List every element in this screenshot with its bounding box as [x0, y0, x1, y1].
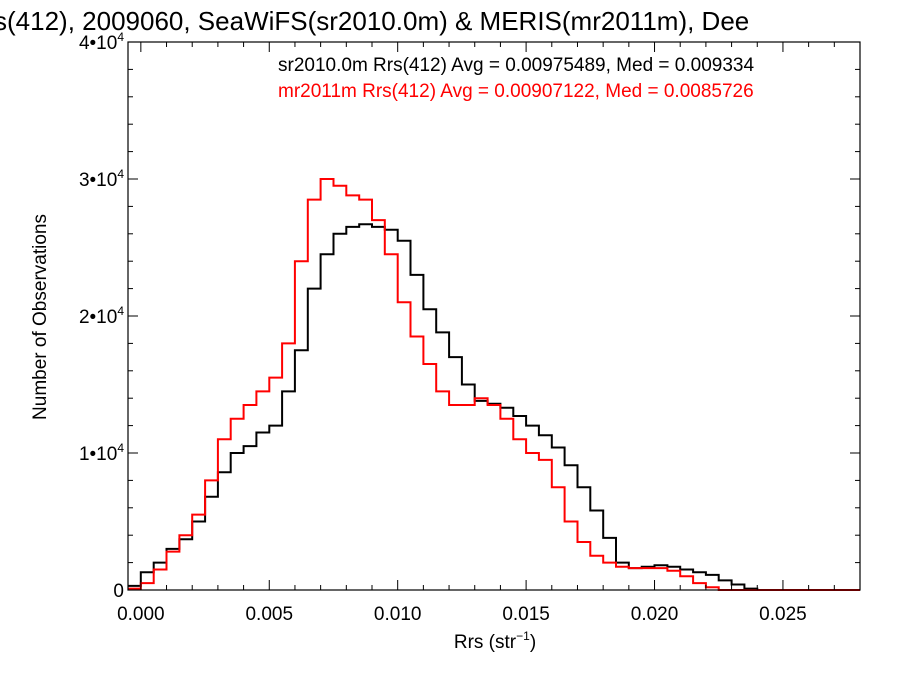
x-tick-label: 0.020	[631, 604, 679, 625]
chart-title: s(412), 2009060, SeaWiFS(sr2010.0m) & ME…	[0, 6, 749, 36]
plot-frame	[127, 41, 861, 591]
y-tick-label: 1•104	[79, 441, 124, 465]
plot-area: 0.000 0.005 0.010 0.015 0.020 0.025 0 1•104 2•10…	[79, 30, 861, 625]
x-tick-label: 0.025	[759, 604, 807, 625]
x-tick-label: 0.005	[245, 604, 293, 625]
y-tick-label: 4•104	[79, 30, 124, 54]
y-axis-label: Number of Observations	[30, 214, 51, 420]
x-axis-label: Rrs (str−1)	[454, 629, 536, 653]
x-tick-label: 0.000	[117, 604, 165, 625]
y-tick-label: 3•104	[79, 167, 124, 191]
series-line-1	[128, 223, 860, 591]
y-tick-label: 0	[113, 581, 124, 602]
x-tick-label: 0.010	[374, 604, 422, 625]
series-line-2	[128, 178, 860, 591]
x-tick-label: 0.015	[502, 604, 550, 625]
annotation-sr2010: sr2010.0m Rrs(412) Avg = 0.00975489, Med…	[278, 55, 754, 76]
y-tick-label: 2•104	[79, 304, 124, 328]
annotation-mr2011: mr2011m Rrs(412) Avg = 0.00907122, Med =…	[278, 81, 754, 102]
